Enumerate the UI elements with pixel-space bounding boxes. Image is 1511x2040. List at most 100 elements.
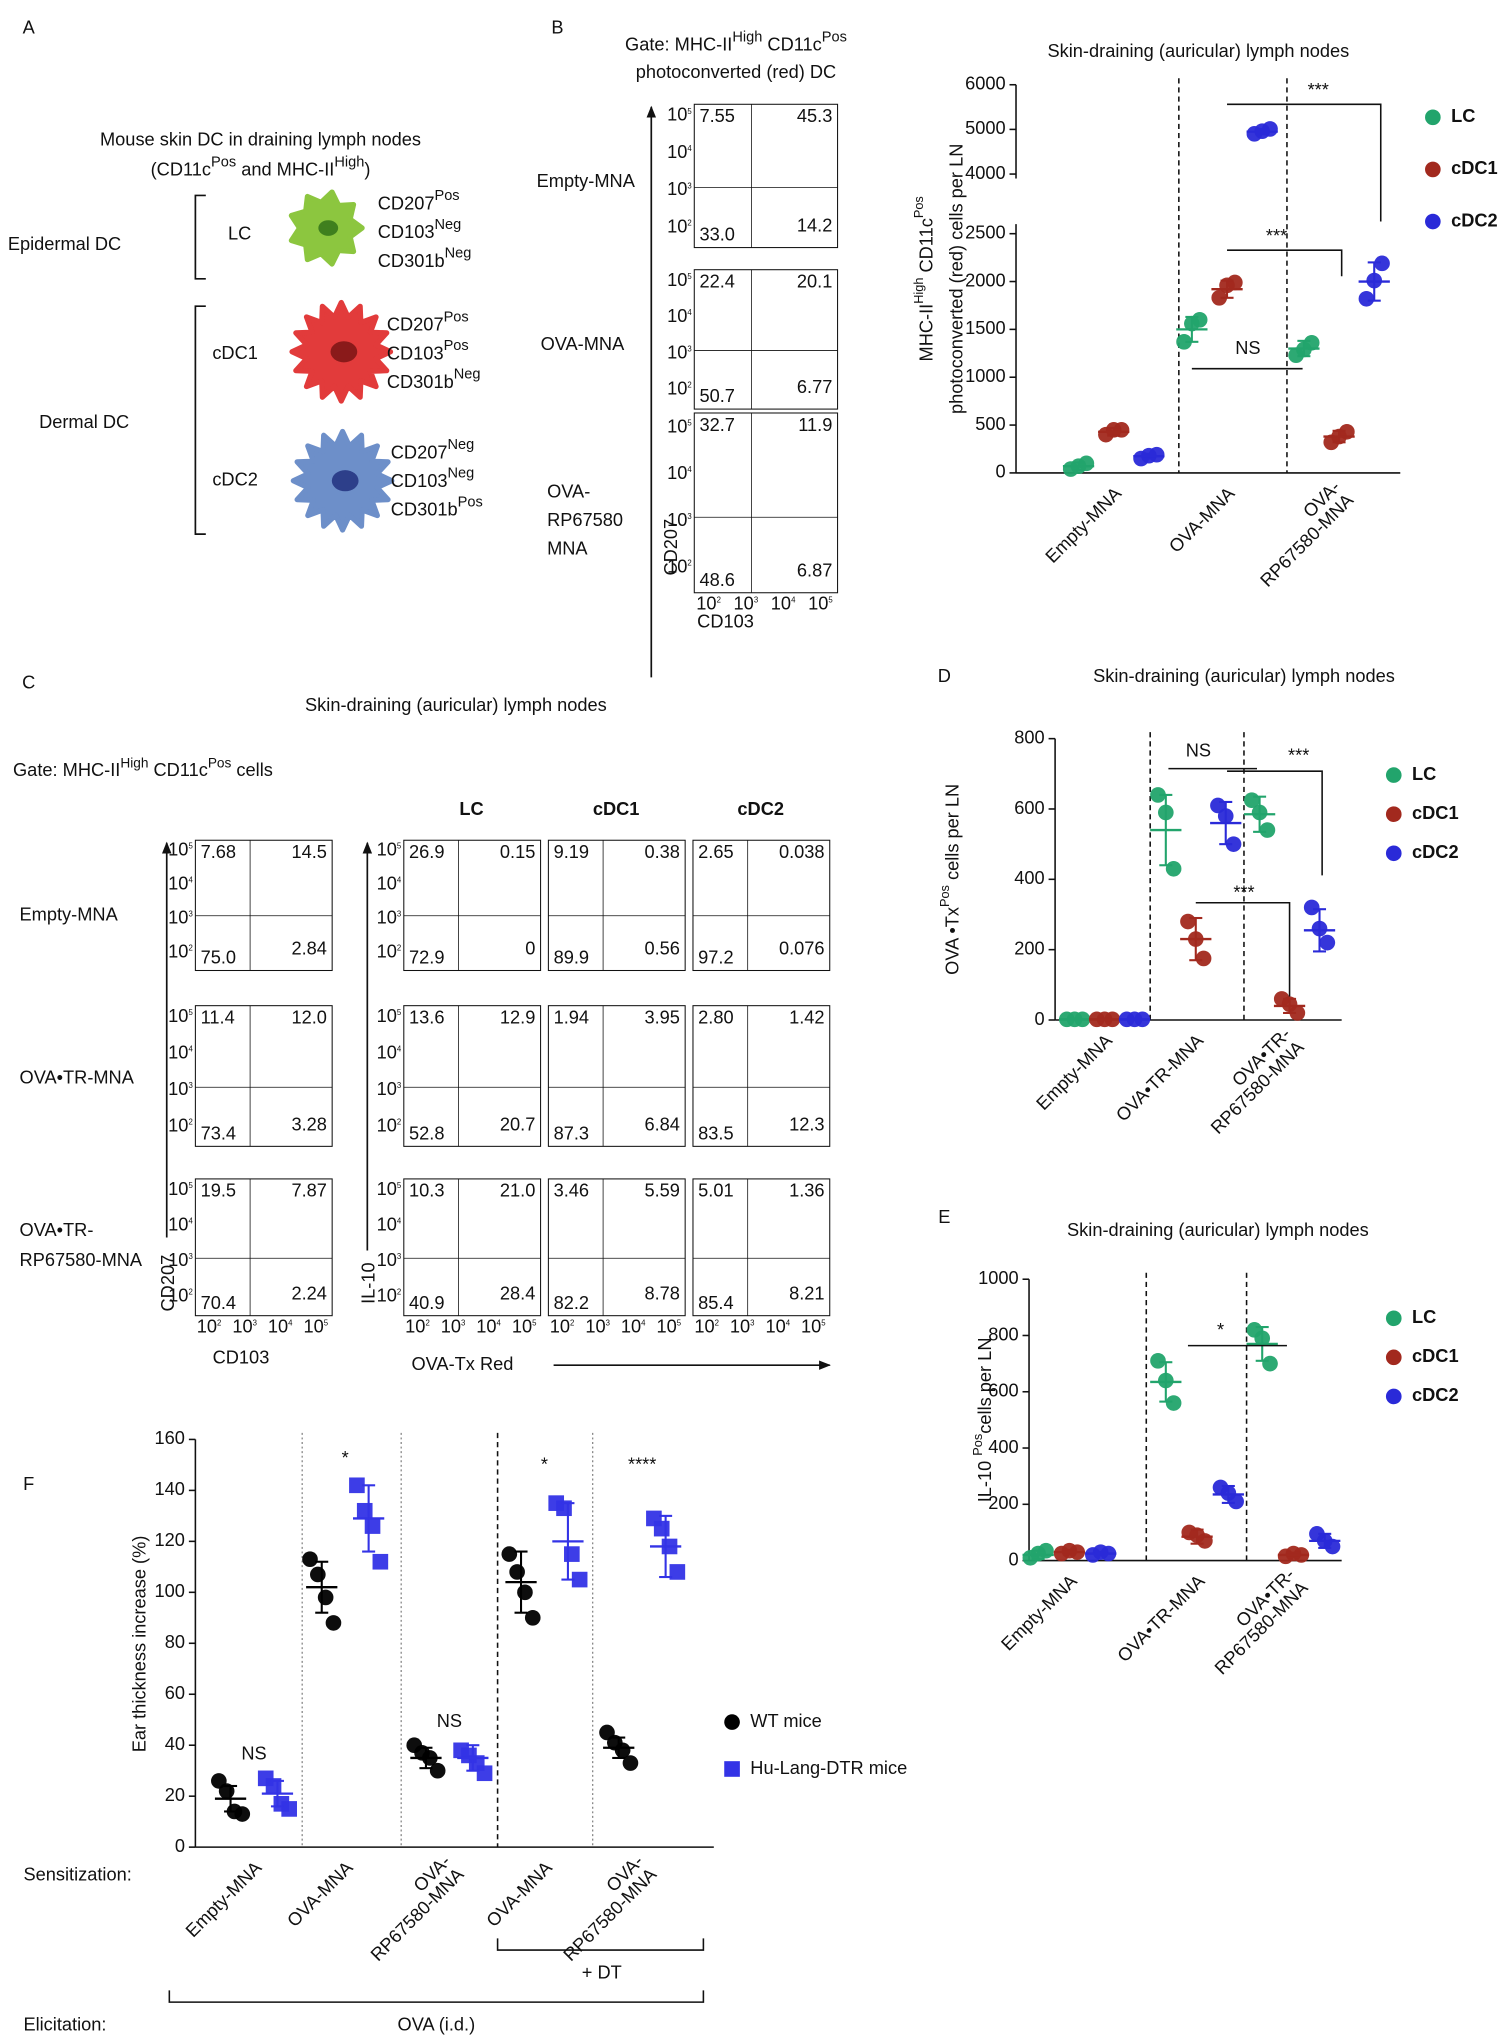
text-span: Mouse skin DC in draining lymph nodes [100,129,421,150]
quadrant-value: 85.4 [698,1292,733,1313]
tick-label: 102 [377,1284,402,1305]
quadrant-value: 12.3 [789,1113,824,1134]
column-header: cDC2 [737,798,784,819]
quadrant-value: 26.9 [409,841,444,862]
legend-label: WT mice [750,1710,822,1731]
text-span: 10 [801,1315,821,1336]
text-span: Pos [938,885,953,907]
quadrant-value: 72.9 [409,947,444,968]
text-span: 3 [253,1319,257,1328]
quadrant-value: 8.78 [644,1283,679,1304]
tick-label: 102 [696,592,721,613]
text-span: 10 [621,1315,641,1336]
quadrant-value: 6.87 [797,560,832,581]
text-span: Pos [208,755,232,770]
annotation: *** [1266,225,1287,246]
text-span: and MHC-II [236,159,334,180]
row-label: Sensitization: [23,1864,131,1885]
data-point [564,1546,580,1562]
quadrant-value: 10.3 [409,1180,444,1201]
tick-label: 102 [667,555,692,576]
legend-marker [1385,1388,1402,1405]
data-point [234,1806,251,1822]
quadrant-value: 7.87 [291,1180,326,1201]
diagram-subtitle: (CD11cPos and MHC-IIHigh) [151,154,371,179]
quadrant-value: 19.5 [201,1180,236,1201]
axis-label: CD103 [697,611,754,632]
text-span: 4 [687,308,692,317]
flow-plot [403,839,542,972]
tick-label: 104 [377,872,402,893]
quadrant-value: 8.21 [789,1283,824,1304]
text-span: 3 [397,1081,401,1090]
tick-label: 103 [667,341,692,362]
text-span: 5 [397,842,402,851]
tick-label: 103 [168,1249,193,1270]
marker-label: CD207Neg [391,437,474,462]
significance-bracket [1195,901,1291,997]
tick-label: 103 [377,1078,402,1099]
text-span: 10 [377,1284,397,1305]
text-span: 2 [687,559,691,568]
quadrant-value: 7.55 [699,105,734,126]
quadrant-value: 73.4 [201,1122,236,1143]
tick-label: 105 [168,1005,193,1026]
quadrant-value: 32.7 [699,414,734,435]
tick-label: 104 [476,1315,501,1336]
text-span: 10 [694,1315,714,1336]
tick-label: 104 [667,462,692,483]
data-point [1324,1538,1341,1555]
tick-label: 102 [197,1315,222,1336]
y-tick-label: 5000 [965,117,1006,138]
tick-label: 102 [377,940,402,961]
text-span: 10 [730,1315,750,1336]
text-span: 4 [687,465,692,474]
quadrant-value: 83.5 [698,1122,733,1143]
text-span: 10 [168,872,188,893]
text-span: CD301b [391,499,458,520]
x-tick-label: Empty-MNA [1032,1029,1117,1114]
cell-nucleus [318,220,339,236]
chart-title: Skin-draining (auricular) lymph nodes [1093,665,1395,686]
text-span: 10 [771,592,791,613]
group-label: Epidermal DC [8,233,121,254]
text-span: 10 [168,1005,188,1026]
significance-bracket [1227,103,1382,222]
tick-label: 105 [377,838,402,859]
axis-label: CD207 [660,519,681,576]
quadrant-value: 13.6 [409,1007,444,1028]
quadrant-value: 21.0 [500,1180,535,1201]
text-span: 2 [397,1288,401,1297]
text-span: CD11c [148,759,207,780]
axis-label: CD207 [157,1255,178,1312]
text-span: Pos [211,154,236,170]
flow-plot [194,1005,333,1147]
data-point [1319,934,1336,951]
flow-plot [693,412,839,594]
text-span: 5 [687,272,692,281]
quadrant-value: 0.56 [644,937,679,958]
tick-label: 102 [694,1315,719,1336]
panel-letter: B [551,17,563,38]
annotation: *** [1233,881,1254,902]
tick-label: 102 [550,1315,575,1336]
axis-label: CD103 [213,1346,270,1367]
text-span: Ear thickness increase (%) [128,1536,149,1753]
text-span: 5 [188,842,193,851]
tick-label: 104 [168,872,193,893]
y-tick-label: 4000 [965,162,1006,183]
legend-marker [724,1761,740,1777]
text-span: 10 [696,592,716,613]
text-span: 10 [377,1249,397,1270]
text-span: Neg [447,437,474,453]
text-span: 10 [550,1315,570,1336]
x-tick-label: OVA-RP67580-MNA [1242,475,1357,590]
cell-label: cDC2 [212,469,258,490]
text-span: 3 [750,1319,754,1328]
text-span: 10 [377,1114,397,1135]
text-span: 10 [168,1213,188,1234]
text-span: 4 [397,876,402,885]
text-span: 10 [168,1041,188,1062]
group-label: Dermal DC [39,411,129,432]
